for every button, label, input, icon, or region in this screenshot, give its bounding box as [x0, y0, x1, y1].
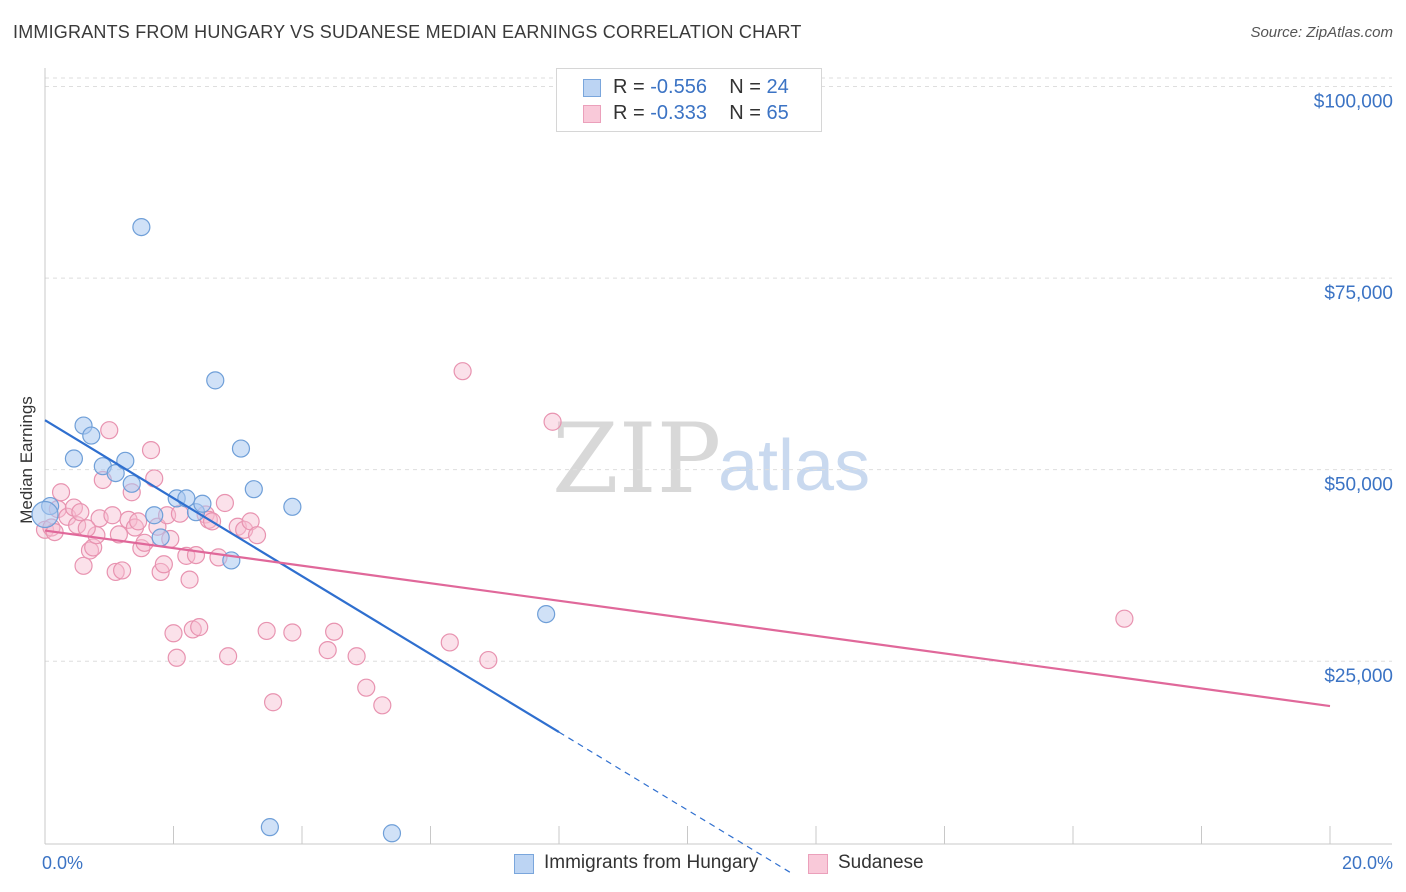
- y-tick-label: $100,000: [1314, 91, 1393, 112]
- y-tick-labels: $25,000 $50,000 $75,000 $100,000: [1314, 91, 1393, 687]
- hungary-point: [122, 474, 141, 493]
- sudanese-point: [74, 556, 93, 575]
- hungary-trend-line: [44, 419, 560, 734]
- sudanese-point: [112, 561, 132, 580]
- sudanese-points: [35, 362, 1134, 715]
- sudanese-point: [180, 570, 199, 589]
- hungary-point: [132, 217, 151, 237]
- legend-r-value: -0.333: [650, 102, 707, 124]
- bottom-swatch-hungary: [514, 854, 534, 874]
- bottom-label-sudanese: Sudanese: [838, 852, 924, 873]
- legend-r-label: R =: [613, 102, 651, 124]
- sudanese-point: [109, 525, 128, 544]
- chart-title: IMMIGRANTS FROM HUNGARY VS SUDANESE MEDI…: [13, 22, 802, 42]
- hungary-point: [244, 480, 263, 499]
- sudanese-point: [51, 483, 71, 502]
- legend-r-value: -0.556: [650, 76, 707, 98]
- sudanese-point: [170, 504, 190, 523]
- axes: [44, 68, 1392, 845]
- hungary-point: [260, 818, 279, 837]
- hungary-point: [537, 604, 556, 624]
- hungary-point: [283, 497, 302, 516]
- hungary-point: [31, 500, 59, 529]
- x-tick-labels: 0.0% 20.0%: [42, 853, 1393, 873]
- y-tick-label: $75,000: [1324, 283, 1393, 304]
- sudanese-point: [154, 555, 173, 574]
- sudanese-point: [177, 546, 196, 565]
- bottom-swatch-sudanese: [808, 854, 828, 874]
- hungary-trend-extension: [558, 731, 791, 873]
- sudanese-trend-line: [44, 529, 1331, 708]
- y-axis-label: Median Earnings: [17, 396, 36, 524]
- legend-text-sudanese: R = -0.333 N = 65: [613, 102, 789, 125]
- sudanese-point: [103, 506, 122, 525]
- hungary-point: [382, 824, 402, 843]
- sudanese-point: [186, 545, 206, 565]
- sudanese-point: [453, 362, 472, 381]
- y-tick-label: $25,000: [1324, 666, 1393, 687]
- legend-r-label: R =: [613, 76, 651, 98]
- sudanese-point: [479, 650, 498, 670]
- hungary-points: [31, 217, 556, 843]
- sudanese-point: [283, 623, 302, 642]
- hungary-point: [145, 506, 164, 525]
- sudanese-point: [145, 469, 164, 488]
- x-tick-label: 20.0%: [1342, 853, 1393, 873]
- sudanese-point: [77, 519, 96, 538]
- grid-lines: [45, 77, 1392, 662]
- sudanese-point: [71, 503, 90, 522]
- chart-source: Source: ZipAtlas.com: [1250, 24, 1393, 41]
- legend-n-label: N =: [729, 102, 767, 124]
- watermark-zip: ZIP: [552, 403, 721, 515]
- hungary-point: [151, 528, 170, 547]
- sudanese-point: [357, 678, 376, 697]
- sudanese-point: [219, 647, 238, 666]
- sudanese-point: [373, 696, 392, 715]
- hungary-point: [116, 451, 135, 470]
- trend-lines: [44, 419, 1331, 873]
- hungary-point: [193, 494, 212, 513]
- sudanese-point: [106, 562, 125, 582]
- sudanese-point: [215, 493, 234, 513]
- sudanese-point: [141, 441, 161, 460]
- legend-n-value: 24: [766, 76, 789, 98]
- hungary-point: [231, 439, 251, 458]
- legend-swatch-hungary: [583, 79, 601, 97]
- legend-n-label: N =: [729, 76, 767, 98]
- sudanese-point: [247, 526, 267, 545]
- legend-swatch-sudanese: [583, 105, 601, 123]
- watermark: ZIP atlas: [552, 403, 870, 515]
- sudanese-point: [347, 647, 366, 666]
- sudanese-point: [64, 498, 84, 517]
- legend-text-hungary: R = -0.556 N = 24: [613, 76, 789, 99]
- hungary-point: [82, 426, 101, 445]
- sudanese-point: [257, 621, 276, 641]
- hungary-point: [206, 371, 225, 390]
- sudanese-point: [129, 512, 148, 531]
- sudanese-point: [440, 633, 459, 652]
- sudanese-point: [318, 641, 337, 660]
- sudanese-point: [190, 618, 209, 637]
- sudanese-point: [1115, 609, 1134, 628]
- x-tick-label: 0.0%: [42, 853, 83, 873]
- legend-n-value: 65: [766, 102, 789, 124]
- sudanese-point: [543, 412, 562, 431]
- correlation-legend: R = -0.556 N = 24 R = -0.333 N = 65: [556, 68, 822, 132]
- sudanese-point: [167, 648, 186, 667]
- sudanese-point: [80, 541, 100, 560]
- watermark-atlas: atlas: [718, 426, 870, 506]
- bottom-label-hungary: Immigrants from Hungary: [544, 852, 759, 873]
- sudanese-point: [164, 624, 183, 643]
- hungary-point: [64, 449, 84, 468]
- y-tick-label: $50,000: [1324, 475, 1393, 496]
- hungary-point: [106, 463, 125, 483]
- sudanese-point: [100, 421, 119, 440]
- sudanese-point: [263, 693, 283, 712]
- sudanese-point: [325, 622, 344, 641]
